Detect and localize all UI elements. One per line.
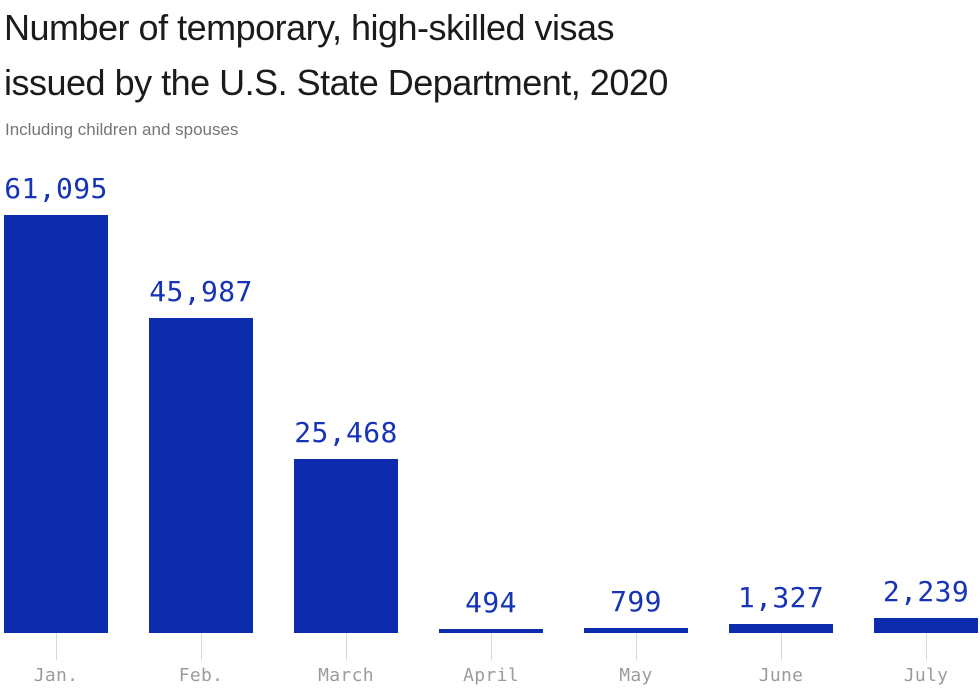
x-axis-label: March [318, 665, 374, 686]
x-axis-label: Jan. [33, 665, 79, 686]
chart-title-line-2: issued by the U.S. State Department, 202… [4, 62, 668, 103]
bar-value-label: 1,327 [737, 581, 825, 614]
bar-value-label: 45,987 [149, 275, 253, 308]
chart-title: Number of temporary, high-skilled visas … [4, 0, 864, 110]
axis-tick [201, 633, 202, 660]
bar-may [584, 628, 688, 633]
x-axis-label: June [758, 665, 804, 686]
bar-value-label: 799 [610, 585, 662, 618]
axis-tick [781, 633, 782, 660]
bar-july [874, 618, 978, 633]
x-axis-label: July [903, 665, 949, 686]
bar-feb [149, 318, 253, 633]
bar-april [439, 629, 543, 633]
chart-subtitle: Including children and spouses [5, 120, 239, 139]
axis-tick [491, 633, 492, 660]
axis-tick [346, 633, 347, 660]
axis-tick [926, 633, 927, 660]
bar-value-label: 494 [465, 586, 517, 619]
x-axis-label: May [619, 665, 653, 686]
axis-tick [56, 633, 57, 660]
bar-value-label: 25,468 [294, 416, 398, 449]
bar-jan [4, 215, 108, 633]
bar-june [729, 624, 833, 633]
bar-value-label: 2,239 [882, 575, 970, 608]
x-axis-label: April [463, 665, 519, 686]
axis-tick [636, 633, 637, 660]
bar-value-label: 61,095 [4, 172, 108, 205]
x-axis-label: Feb. [178, 665, 224, 686]
bar-march [294, 459, 398, 633]
chart-title-line-1: Number of temporary, high-skilled visas [4, 7, 615, 48]
